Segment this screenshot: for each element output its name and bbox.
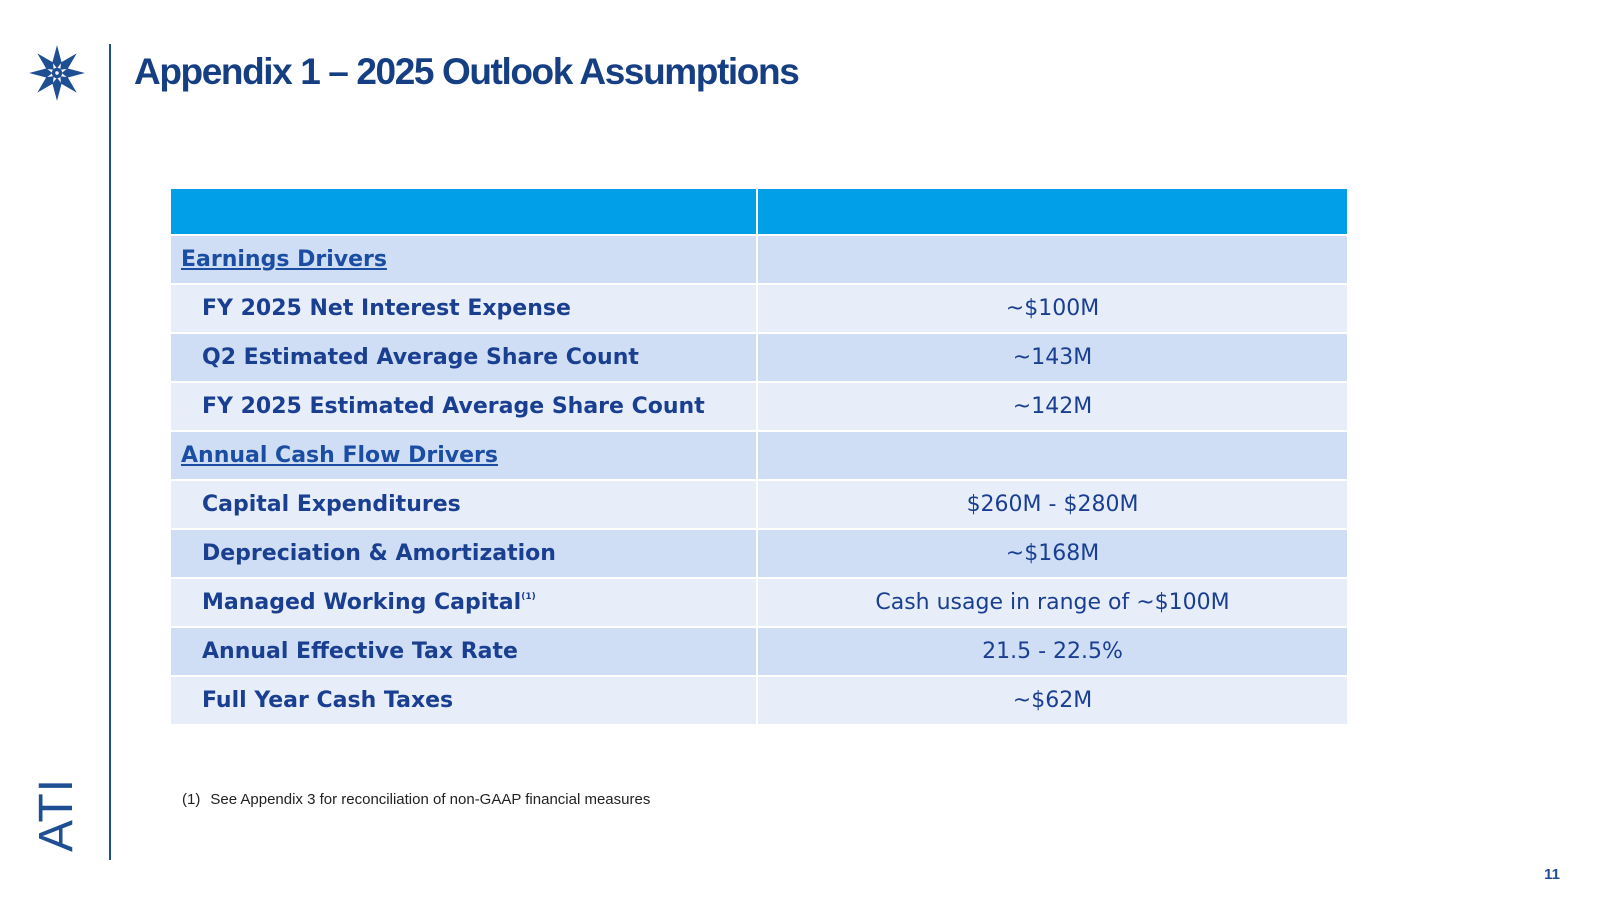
section-label: Annual Cash Flow Drivers	[181, 443, 498, 468]
table-row: Depreciation & Amortization ~$168M	[169, 528, 1349, 579]
section-row-annual-cash-flow-drivers: Annual Cash Flow Drivers	[169, 430, 1349, 481]
footnote: (1) See Appendix 3 for reconciliation of …	[182, 791, 650, 808]
row-label: FY 2025 Net Interest Expense	[169, 283, 758, 334]
row-label: FY 2025 Estimated Average Share Count	[169, 381, 758, 432]
row-value: ~$168M	[756, 528, 1349, 579]
row-label: Full Year Cash Taxes	[169, 675, 758, 726]
row-value: 21.5 - 22.5%	[756, 626, 1349, 677]
page-title: Appendix 1 – 2025 Outlook Assumptions	[134, 51, 800, 92]
table-row: FY 2025 Estimated Average Share Count ~1…	[169, 381, 1349, 432]
row-value: ~$62M	[756, 675, 1349, 726]
brand-logo-text: ATI	[30, 777, 83, 853]
row-label: Managed Working Capital	[202, 590, 522, 615]
table-row: Managed Working Capital(1) Cash usage in…	[169, 577, 1349, 628]
header-cell	[756, 187, 1349, 236]
row-label: Annual Effective Tax Rate	[169, 626, 758, 677]
row-value: ~142M	[756, 381, 1349, 432]
footnote-number: (1)	[182, 791, 201, 808]
table-row: Q2 Estimated Average Share Count ~143M	[169, 332, 1349, 383]
row-value: Cash usage in range of ~$100M	[756, 577, 1349, 628]
row-value: ~$100M	[756, 283, 1349, 334]
assumptions-table: Earnings Drivers FY 2025 Net Interest Ex…	[169, 187, 1349, 726]
section-label: Earnings Drivers	[181, 247, 387, 272]
row-value: $260M - $280M	[756, 479, 1349, 530]
star-snowflake-icon	[29, 45, 85, 101]
table-row: Annual Effective Tax Rate 21.5 - 22.5%	[169, 626, 1349, 677]
header-cell	[169, 187, 758, 236]
table-row: Full Year Cash Taxes ~$62M	[169, 675, 1349, 726]
table-row: Capital Expenditures $260M - $280M	[169, 479, 1349, 530]
section-row-earnings-drivers: Earnings Drivers	[169, 234, 1349, 285]
row-value: ~143M	[756, 332, 1349, 383]
footnote-text: See Appendix 3 for reconciliation of non…	[210, 791, 651, 808]
footnote-marker: (1)	[521, 592, 536, 602]
table-header-row	[169, 187, 1349, 236]
row-label: Capital Expenditures	[169, 479, 758, 530]
page-number: 11	[1544, 866, 1560, 883]
vertical-divider	[109, 44, 111, 860]
row-label: Q2 Estimated Average Share Count	[169, 332, 758, 383]
row-label-with-footnote: Managed Working Capital(1)	[169, 577, 758, 628]
table-row: FY 2025 Net Interest Expense ~$100M	[169, 283, 1349, 334]
row-label: Depreciation & Amortization	[169, 528, 758, 579]
